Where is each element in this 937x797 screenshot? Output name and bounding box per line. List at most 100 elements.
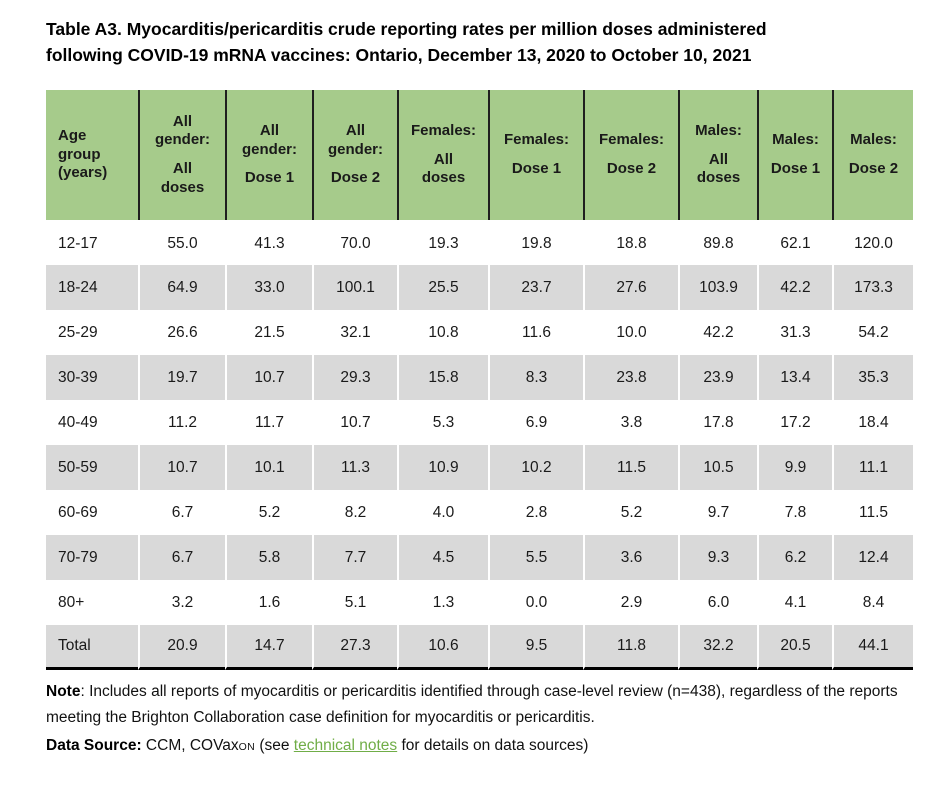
rate-cell: 29.3 <box>312 355 397 400</box>
column-header: All gender: Dose 2 <box>312 90 397 220</box>
rate-cell: 100.1 <box>312 265 397 310</box>
rate-cell: 18.4 <box>832 400 913 445</box>
rate-cell: 9.3 <box>678 535 757 580</box>
rate-cell: 10.0 <box>583 310 678 355</box>
rate-cell: 5.8 <box>225 535 312 580</box>
rate-cell: 17.2 <box>757 400 832 445</box>
note-label: Note <box>46 683 81 700</box>
rate-cell: 9.5 <box>488 625 583 670</box>
column-header: Females: Dose 1 <box>488 90 583 220</box>
age-group-cell: 18-24 <box>46 265 138 310</box>
rate-cell: 6.2 <box>757 535 832 580</box>
rate-cell: 10.9 <box>397 445 488 490</box>
rate-cell: 20.5 <box>757 625 832 670</box>
age-group-cell: 50-59 <box>46 445 138 490</box>
rate-cell: 11.8 <box>583 625 678 670</box>
rate-cell: 1.6 <box>225 580 312 625</box>
rate-cell: 12.4 <box>832 535 913 580</box>
rate-cell: 173.3 <box>832 265 913 310</box>
age-group-cell: 70-79 <box>46 535 138 580</box>
rate-cell: 10.2 <box>488 445 583 490</box>
data-source-pre: CCM, COVax <box>141 737 239 754</box>
data-source-label: Data Source: <box>46 737 142 754</box>
rate-cell: 17.8 <box>678 400 757 445</box>
rate-cell: 4.0 <box>397 490 488 535</box>
rate-cell: 10.1 <box>225 445 312 490</box>
age-group-cell: 25-29 <box>46 310 138 355</box>
rate-cell: 1.3 <box>397 580 488 625</box>
column-header: Females: Dose 2 <box>583 90 678 220</box>
rate-cell: 62.1 <box>757 220 832 265</box>
rate-cell: 31.3 <box>757 310 832 355</box>
column-header: All gender: Dose 1 <box>225 90 312 220</box>
rate-cell: 11.6 <box>488 310 583 355</box>
rate-cell: 41.3 <box>225 220 312 265</box>
rate-cell: 2.8 <box>488 490 583 535</box>
rate-cell: 5.1 <box>312 580 397 625</box>
rate-cell: 21.5 <box>225 310 312 355</box>
rate-cell: 10.6 <box>397 625 488 670</box>
rate-cell: 23.7 <box>488 265 583 310</box>
rate-cell: 6.7 <box>138 535 225 580</box>
rate-cell: 3.6 <box>583 535 678 580</box>
rate-cell: 120.0 <box>832 220 913 265</box>
table-row: 18-24 64.9 33.0 100.1 25.5 23.7 27.6 103.9 42.2 1… <box>46 265 913 310</box>
table-row: 30-39 19.7 10.7 29.3 15.8 8.3 23.8 23.9 13.4 35.3 <box>46 355 913 400</box>
rate-cell: 44.1 <box>832 625 913 670</box>
rate-cell: 4.5 <box>397 535 488 580</box>
rate-cell: 25.5 <box>397 265 488 310</box>
rate-cell: 8.2 <box>312 490 397 535</box>
covax-on-smallcaps: ON <box>238 741 256 753</box>
rate-cell: 19.8 <box>488 220 583 265</box>
table-title-line1: Table A3. Myocarditis/pericarditis crude… <box>46 19 767 39</box>
rate-cell: 10.5 <box>678 445 757 490</box>
rate-cell: 23.8 <box>583 355 678 400</box>
rate-cell: 32.2 <box>678 625 757 670</box>
rate-cell: 89.8 <box>678 220 757 265</box>
age-group-cell: Total <box>46 625 138 670</box>
column-header: All gender: All doses <box>138 90 225 220</box>
note-text: : Includes all reports of myocarditis or… <box>46 683 898 726</box>
rate-cell: 13.4 <box>757 355 832 400</box>
rate-cell: 70.0 <box>312 220 397 265</box>
table-header: Age group (years) All gender: All doses All… <box>46 90 913 220</box>
rate-cell: 9.9 <box>757 445 832 490</box>
age-group-cell: 40-49 <box>46 400 138 445</box>
rate-cell: 3.2 <box>138 580 225 625</box>
rate-cell: 35.3 <box>832 355 913 400</box>
rate-cell: 27.3 <box>312 625 397 670</box>
rate-cell: 0.0 <box>488 580 583 625</box>
rate-cell: 19.7 <box>138 355 225 400</box>
column-header: Males: Dose 1 <box>757 90 832 220</box>
table-title-line2: following COVID-19 mRNA vaccines: Ontari… <box>46 45 752 65</box>
data-source-post: for details on data sources) <box>397 737 589 754</box>
table-row: 50-59 10.7 10.1 11.3 10.9 10.2 11.5 10.5 9.9 11.1 <box>46 445 913 490</box>
rate-cell: 9.7 <box>678 490 757 535</box>
rate-cell: 7.7 <box>312 535 397 580</box>
rate-cell: 32.1 <box>312 310 397 355</box>
rate-cell: 10.8 <box>397 310 488 355</box>
column-header: Males: All doses <box>678 90 757 220</box>
table-row: Total 20.9 14.7 27.3 10.6 9.5 11.8 32.2 20.5 44.1 <box>46 625 913 670</box>
table-row: 60-69 6.7 5.2 8.2 4.0 2.8 5.2 9.7 7.8 11.5 <box>46 490 913 535</box>
rate-cell: 103.9 <box>678 265 757 310</box>
table-row: 12-17 55.0 41.3 70.0 19.3 19.8 18.8 89.8 62.1 120… <box>46 220 913 265</box>
rate-cell: 7.8 <box>757 490 832 535</box>
rate-cell: 33.0 <box>225 265 312 310</box>
rate-cell: 11.2 <box>138 400 225 445</box>
rate-cell: 8.4 <box>832 580 913 625</box>
technical-notes-link[interactable]: technical notes <box>293 737 398 754</box>
table-row: 70-79 6.7 5.8 7.7 4.5 5.5 3.6 9.3 6.2 12.4 <box>46 535 913 580</box>
column-header: Females: All doses <box>397 90 488 220</box>
rate-cell: 26.6 <box>138 310 225 355</box>
rate-cell: 15.8 <box>397 355 488 400</box>
column-header: Males: Dose 2 <box>832 90 913 220</box>
rate-cell: 5.3 <box>397 400 488 445</box>
rate-cell: 11.5 <box>583 445 678 490</box>
report-page: Table A3. Myocarditis/pericarditis crude… <box>46 19 913 754</box>
rate-cell: 23.9 <box>678 355 757 400</box>
rate-cell: 10.7 <box>138 445 225 490</box>
table-row: 80+ 3.2 1.6 5.1 1.3 0.0 2.9 6.0 4.1 8.4 <box>46 580 913 625</box>
rate-cell: 2.9 <box>583 580 678 625</box>
rate-cell: 5.2 <box>583 490 678 535</box>
